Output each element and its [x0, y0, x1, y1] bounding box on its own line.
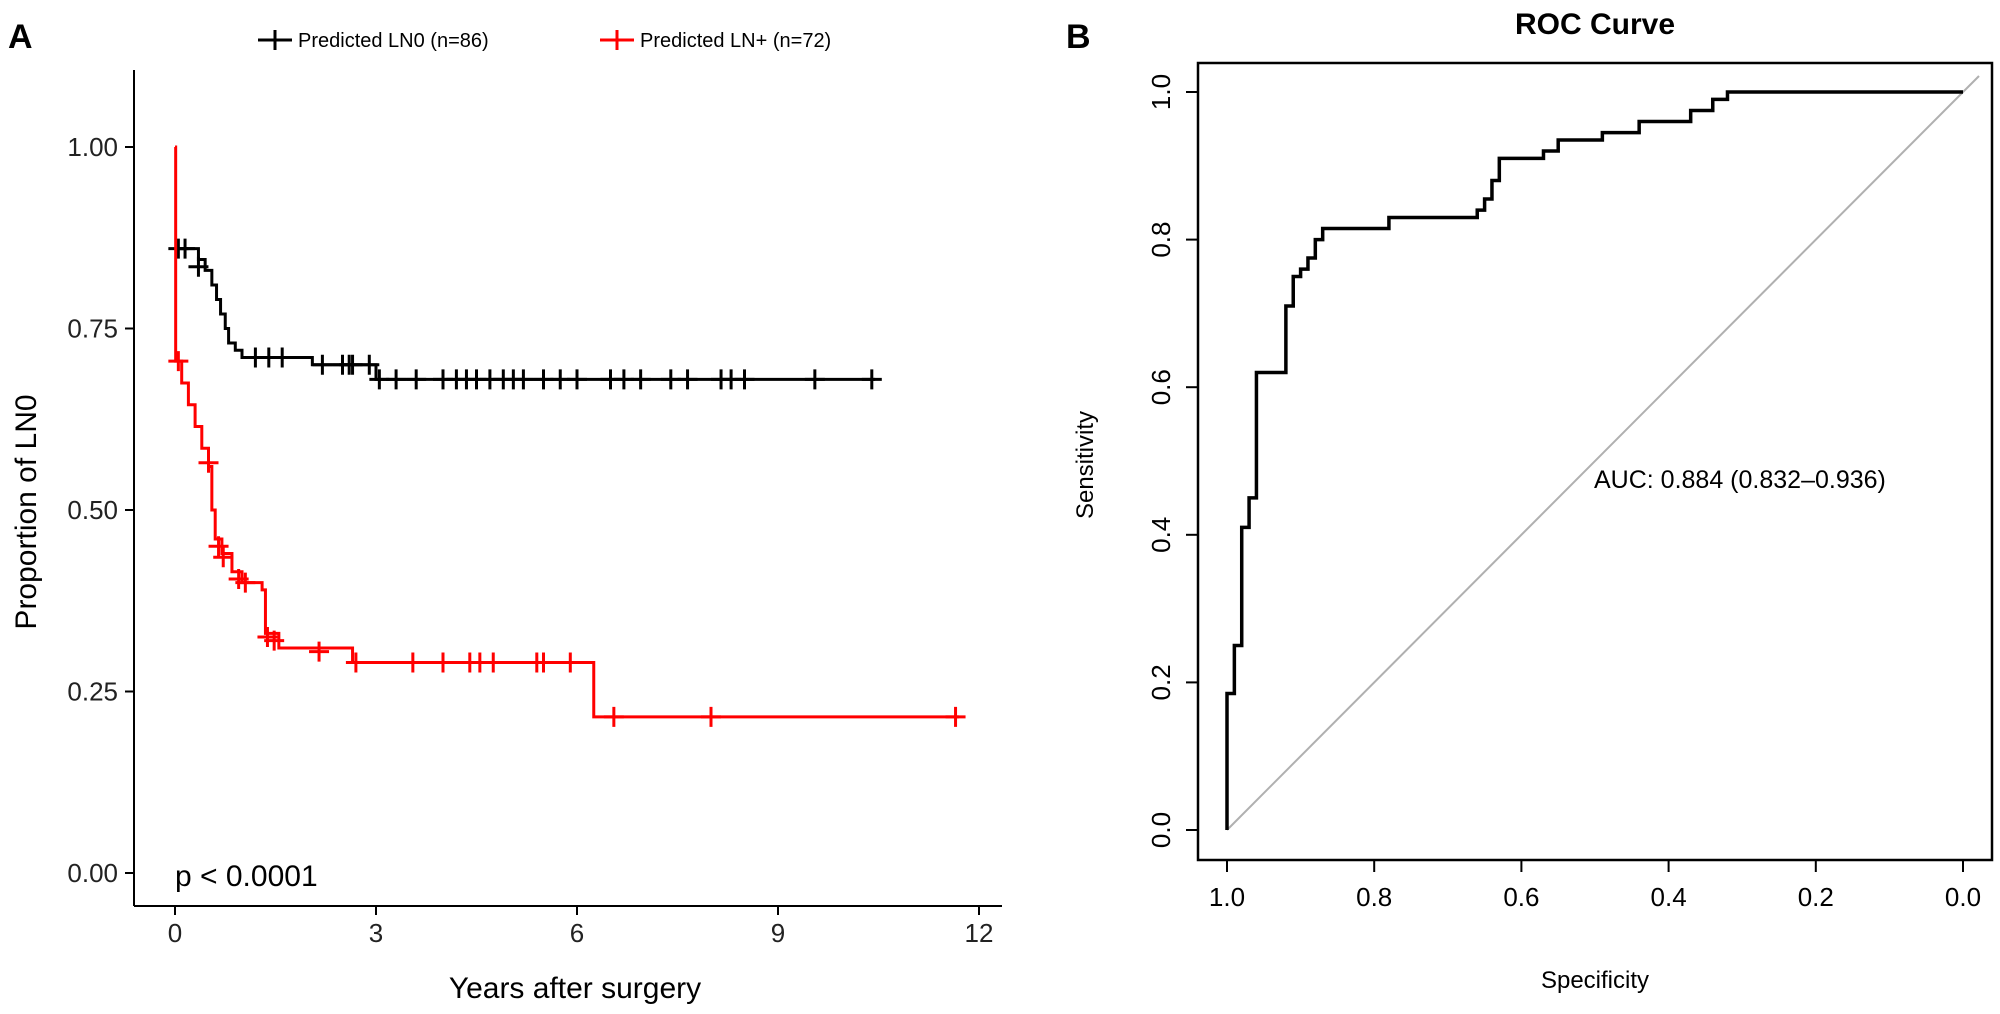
censor-mark — [386, 369, 407, 390]
p-value-annotation: p < 0.0001 — [175, 860, 318, 893]
censor-mark — [701, 706, 721, 727]
censor-mark — [342, 354, 363, 375]
censor-mark — [309, 641, 330, 662]
auc-annotation: AUC: 0.884 (0.832–0.936) — [1594, 466, 1886, 494]
x-axis-label: Years after surgery — [449, 972, 701, 1005]
censor-mark — [861, 369, 882, 390]
censor-mark — [560, 652, 581, 673]
y-tick-label: 1.0 — [1146, 74, 1176, 110]
y-tick-label: 0.2 — [1146, 664, 1176, 700]
censor-mark — [175, 238, 196, 259]
censor-mark — [369, 369, 390, 390]
y-tick-label: 0.00 — [67, 858, 118, 888]
x-tick-label: 0.8 — [1356, 882, 1392, 912]
x-tick-label: 6 — [570, 918, 584, 948]
x-tick-label: 0.2 — [1798, 882, 1834, 912]
censor-mark — [660, 369, 681, 390]
y-tick-label: 0.25 — [67, 677, 118, 707]
diagonal-reference-line — [1226, 75, 1980, 831]
km-curve-ln-plus — [174, 145, 959, 719]
censor-mark — [235, 572, 256, 593]
x-tick-label: 1.0 — [1209, 882, 1245, 912]
y-tick-label: 0.8 — [1146, 222, 1176, 258]
censor-mark — [483, 652, 504, 673]
x-axis-label: Specificity — [1541, 967, 1649, 994]
censor-mark — [567, 369, 587, 390]
x-tick-label: 9 — [771, 918, 785, 948]
panel-a: A Predicted LN0 (n=86) Predicted LN+ (n=… — [8, 18, 1002, 1005]
x-tick-label: 0.0 — [1945, 882, 1981, 912]
censor-mark — [533, 369, 554, 390]
x-tick-label: 12 — [965, 918, 994, 948]
censor-mark — [312, 354, 333, 375]
legend: Predicted LN0 (n=86) Predicted LN+ (n=72… — [258, 30, 831, 52]
x-tick-label: 0.4 — [1651, 882, 1687, 912]
chart-title: ROC Curve — [1515, 8, 1675, 41]
panel-a-label: A — [8, 18, 33, 56]
x-tick-label: 0.6 — [1503, 882, 1539, 912]
censor-mark — [272, 347, 293, 368]
censor-mark — [168, 351, 189, 372]
axis-ticks: 0 3 6 9 12 0.00 0.25 0.50 0.75 1.00 — [67, 132, 993, 948]
censor-mark — [264, 630, 285, 651]
y-axis-label: Proportion of LN0 — [10, 394, 43, 629]
censor-mark — [406, 369, 427, 390]
legend-label-ln0: Predicted LN0 (n=86) — [298, 30, 489, 52]
censor-mark — [208, 536, 229, 557]
panel-b-label: B — [1066, 18, 1091, 56]
y-tick-label: 0.4 — [1146, 517, 1176, 553]
censor-mark — [533, 652, 554, 673]
censor-mark — [734, 369, 755, 390]
x-tick-label: 3 — [369, 918, 383, 948]
series-group — [1225, 75, 1980, 831]
km-curve-ln0 — [175, 247, 876, 381]
censor-mark — [513, 369, 534, 390]
axis-ticks: 1.0 0.8 0.6 0.4 0.2 0.0 0.0 0.2 0.4 0.6 0.8 1.0 — [1146, 74, 1981, 912]
censor-mark — [945, 706, 966, 727]
censor-mark — [345, 652, 366, 673]
censor-mark — [198, 452, 219, 473]
censor-mark — [804, 369, 825, 390]
censor-mark — [188, 256, 209, 277]
censor-mark — [677, 369, 698, 390]
x-tick-label: 0 — [168, 918, 182, 948]
y-tick-label: 0.6 — [1146, 369, 1176, 405]
y-axis-label: Sensitivity — [1072, 411, 1099, 519]
y-tick-label: 0.75 — [67, 314, 118, 344]
series-group — [168, 145, 966, 727]
censor-mark — [402, 652, 423, 673]
legend-label-lnplus: Predicted LN+ (n=72) — [640, 30, 831, 52]
censor-mark — [433, 652, 453, 673]
y-tick-label: 0.50 — [67, 495, 118, 525]
censor-mark — [550, 369, 571, 390]
censor-mark — [359, 354, 380, 375]
censor-mark — [613, 369, 634, 390]
y-tick-label: 0.0 — [1146, 812, 1176, 848]
y-tick-label: 1.00 — [67, 132, 118, 162]
censor-mark — [630, 369, 651, 390]
roc-curve — [1225, 90, 1963, 830]
censor-mark — [213, 547, 234, 568]
panel-b: B ROC Curve 1.0 0.8 0.6 0.4 0.2 0.0 0.0 0.2 0.4 0… — [1066, 8, 1994, 994]
censor-mark — [603, 706, 624, 727]
